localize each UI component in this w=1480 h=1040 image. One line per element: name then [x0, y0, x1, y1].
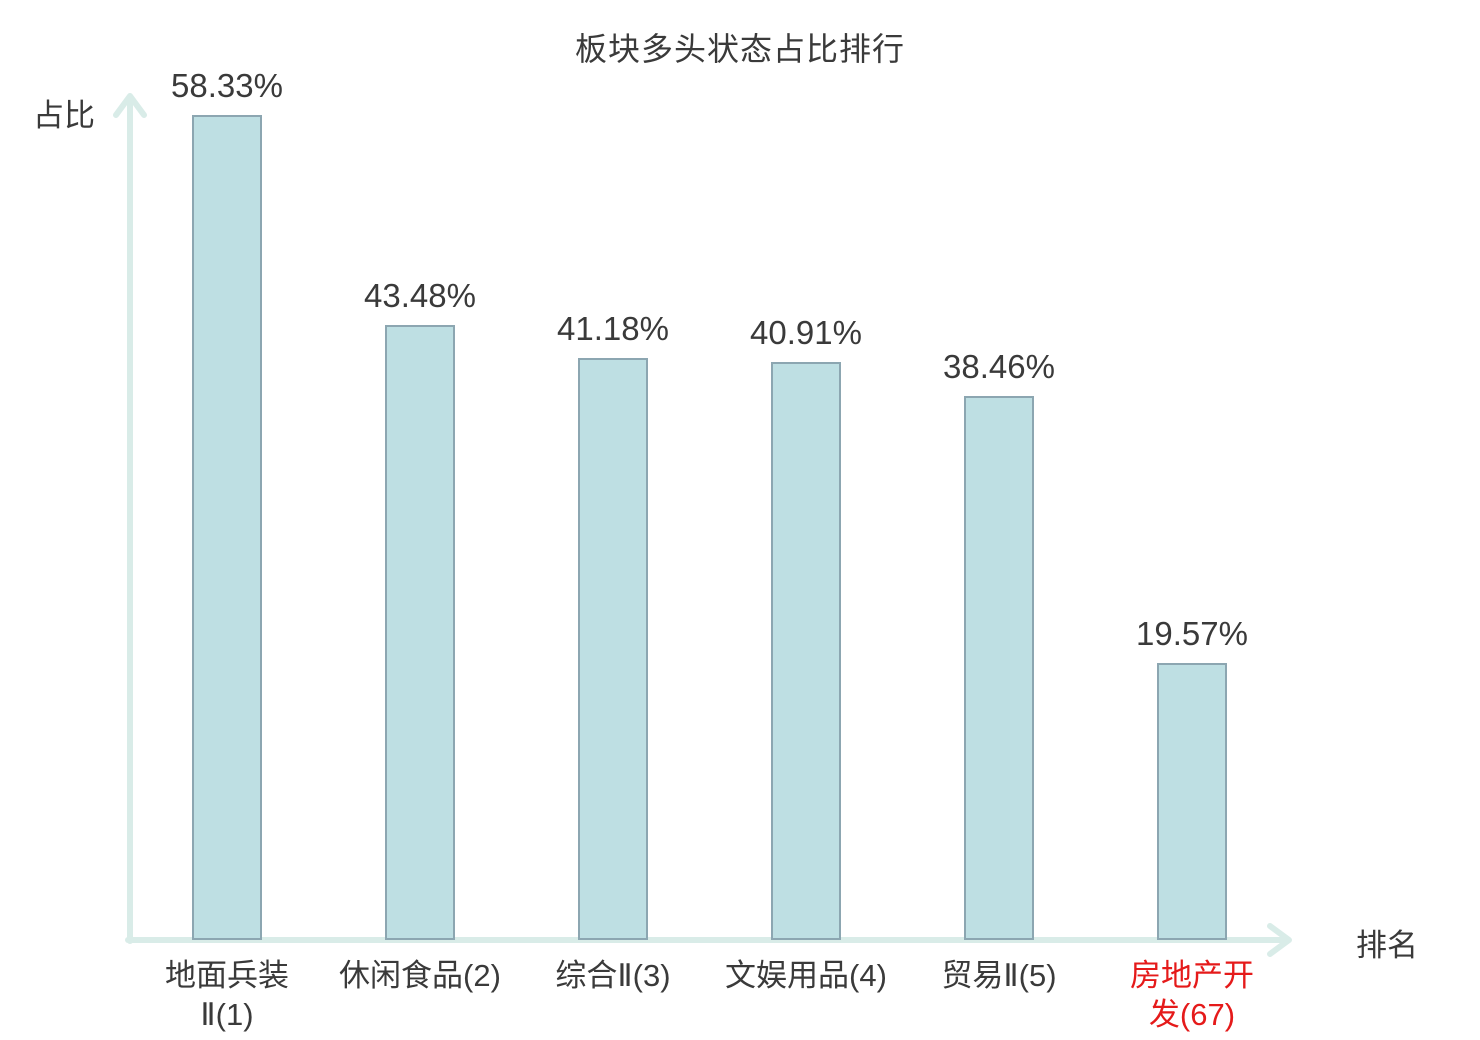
bar — [192, 115, 262, 940]
bar — [1157, 663, 1227, 940]
bar — [771, 362, 841, 940]
bar-value-label: 58.33% — [171, 67, 283, 104]
bar-value-label: 40.91% — [750, 314, 862, 351]
x-axis-arrow-icon — [1267, 923, 1292, 957]
y-axis-label: 占比 — [33, 98, 95, 133]
bar — [964, 396, 1034, 940]
bar-category-label: 休闲食品(2) — [339, 958, 501, 993]
bar — [578, 358, 648, 940]
x-axis-label: 排名 — [1356, 928, 1418, 963]
bar-category-label: 地面兵装 Ⅱ(1) — [165, 958, 289, 1032]
bar-value-label: 43.48% — [364, 277, 476, 314]
bar-category-label: 文娱用品(4) — [725, 958, 887, 993]
bar-category-label: 房地产开 发(67) — [1130, 958, 1254, 1032]
chart-title: 板块多头状态占比排行 — [574, 31, 905, 67]
bar-value-label: 19.57% — [1136, 615, 1248, 652]
bar — [385, 325, 455, 940]
bar-value-label: 38.46% — [943, 348, 1055, 385]
bar-value-label: 41.18% — [557, 310, 669, 347]
bar-category-label: 综合Ⅱ(3) — [555, 958, 671, 993]
bar-category-label: 贸易Ⅱ(5) — [941, 958, 1057, 993]
y-axis-arrow-icon — [113, 93, 147, 118]
